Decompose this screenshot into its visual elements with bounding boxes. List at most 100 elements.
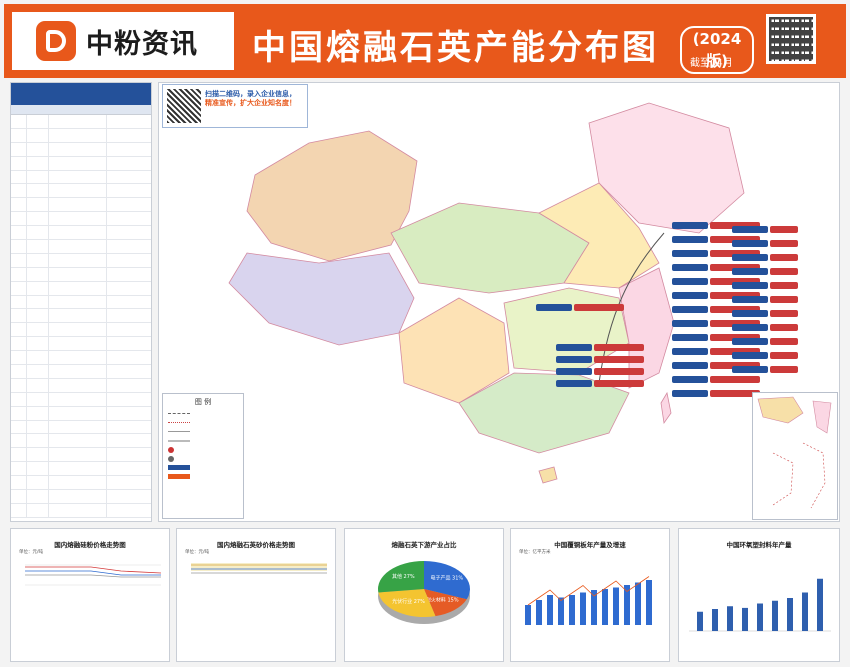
bar	[525, 605, 531, 625]
logo-text: 中粉资讯	[86, 28, 198, 60]
scan-callout[interactable]: 扫描二维码，录入企业信息， 精准宣传，扩大企业知名度！	[162, 84, 308, 128]
legend-item	[168, 446, 238, 453]
table-header	[11, 83, 151, 105]
company-tag[interactable]	[732, 324, 768, 331]
chart-silica-powder-price: 国内熔融硅粉价格走势图 单位：元/吨	[10, 528, 170, 662]
table-row	[11, 295, 151, 310]
company-tag[interactable]	[672, 376, 708, 383]
company-tag[interactable]	[672, 250, 708, 257]
pie-slice	[378, 589, 436, 617]
bar	[817, 578, 823, 631]
legend-item	[168, 411, 238, 416]
company-tag[interactable]	[556, 368, 592, 375]
company-tag[interactable]	[556, 344, 592, 351]
header-qr-code[interactable]	[766, 14, 816, 64]
region-west	[228, 252, 415, 346]
table-row	[11, 212, 151, 227]
pie-label: 电子产品 31%	[430, 575, 463, 582]
bar	[580, 592, 586, 625]
line-chart-1	[25, 564, 162, 586]
bar	[697, 611, 703, 631]
company-tag[interactable]	[732, 282, 768, 289]
company-tag[interactable]	[732, 254, 768, 261]
company-tag[interactable]	[672, 320, 708, 327]
company-tag[interactable]	[732, 310, 768, 317]
bar-chart	[689, 578, 831, 632]
legend-item	[168, 455, 238, 462]
bar	[613, 587, 619, 625]
table-row	[11, 170, 151, 185]
pie-label: 其他 27%	[392, 573, 415, 580]
bar-line-chart	[525, 576, 652, 625]
capacity-tag	[770, 310, 798, 317]
map-panel	[158, 82, 840, 522]
table-row	[11, 337, 151, 352]
table-row	[11, 240, 151, 254]
growth-line	[527, 576, 650, 606]
bar	[569, 595, 575, 625]
company-tag[interactable]	[672, 278, 708, 285]
table-row	[11, 420, 151, 435]
bar	[536, 600, 542, 625]
chart-ccl-output: 中国覆铜板年产量及增速 单位：亿平方米	[510, 528, 670, 662]
company-tag[interactable]	[672, 236, 708, 243]
map-legend: 图 例	[162, 393, 244, 519]
capacity-tag	[594, 380, 644, 387]
capacity-tag	[710, 278, 760, 285]
table-row	[11, 490, 151, 504]
company-tag[interactable]	[672, 334, 708, 341]
company-tag[interactable]	[732, 338, 768, 345]
company-tag[interactable]	[672, 348, 708, 355]
table-row	[11, 226, 151, 241]
capacity-tag	[710, 320, 760, 327]
chart-ylabel: 单位：元/吨	[185, 550, 210, 555]
company-tag[interactable]	[672, 264, 708, 271]
pie-label: 光伏行业 27%	[392, 598, 425, 605]
chart-title: 中国覆铜板年产量及增速	[554, 541, 626, 549]
capacity-tag	[770, 282, 798, 289]
company-tag[interactable]	[672, 362, 708, 369]
company-tag[interactable]	[732, 268, 768, 275]
company-tag[interactable]	[732, 240, 768, 247]
logo[interactable]: 中粉资讯	[12, 12, 234, 70]
bar	[646, 580, 652, 625]
callout-qr-code[interactable]	[167, 89, 201, 123]
capacity-tag	[710, 264, 760, 271]
capacity-tag	[594, 368, 644, 375]
company-tag[interactable]	[732, 226, 768, 233]
callout-text: 扫描二维码，录入企业信息， 精准宣传，扩大企业知名度！	[205, 90, 296, 107]
chart-silica-sand-price: 国内熔融石英砂价格走势图 单位：元/吨	[176, 528, 336, 662]
bar	[712, 609, 718, 631]
table-body	[11, 115, 151, 518]
page-title: 中国熔融石英产能分布图	[252, 28, 659, 68]
capacity-tag	[710, 250, 760, 257]
company-tag[interactable]	[732, 352, 768, 359]
header-banner: 中粉资讯 中国熔融石英产能分布图 (2024版) 截至04月	[4, 4, 846, 78]
capacity-tag	[710, 362, 760, 369]
company-tag[interactable]	[556, 380, 592, 387]
capacity-table	[10, 82, 152, 522]
china-map	[228, 102, 745, 484]
company-tag[interactable]	[672, 306, 708, 313]
legend-item	[168, 474, 238, 479]
region-north	[538, 182, 660, 289]
bar	[591, 590, 597, 625]
company-tag[interactable]	[556, 356, 592, 363]
capacity-tag	[770, 296, 798, 303]
table-row	[11, 351, 151, 366]
chart-title: 国内熔融硅粉价格走势图	[54, 541, 126, 549]
company-tag[interactable]	[672, 390, 708, 397]
company-tag[interactable]	[732, 296, 768, 303]
legend-item	[168, 429, 238, 434]
company-tag[interactable]	[536, 304, 572, 311]
pie-chart: 电子产品 31% 耐火材料 15%光伏行业 27% 其他 27%	[378, 561, 470, 624]
capacity-tag	[770, 226, 798, 233]
table-row	[11, 476, 151, 491]
pie-slice	[378, 561, 424, 593]
pie-label: 耐火材料 15%	[426, 597, 459, 604]
company-tag[interactable]	[732, 366, 768, 373]
company-tag[interactable]	[672, 292, 708, 299]
company-tag[interactable]	[672, 222, 708, 229]
region-southwest	[398, 297, 510, 404]
capacity-tag	[770, 352, 798, 359]
